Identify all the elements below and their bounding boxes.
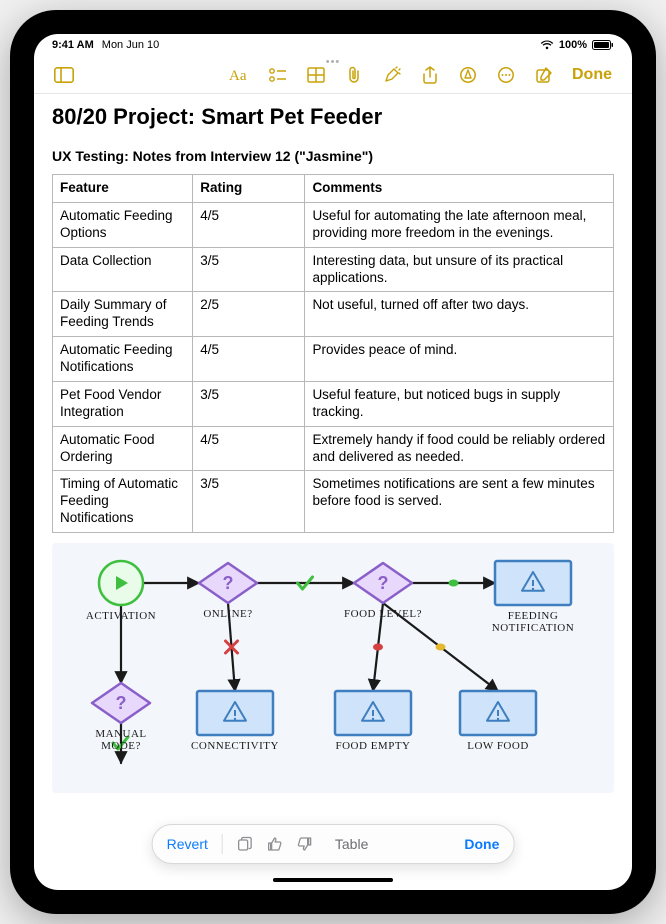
svg-text:FOOD EMPTY: FOOD EMPTY bbox=[336, 740, 411, 752]
table-row[interactable]: Timing of Automatic Feeding Notification… bbox=[53, 471, 614, 533]
status-date: Mon Jun 10 bbox=[102, 39, 159, 51]
multitask-grabber[interactable]: ••• bbox=[326, 56, 341, 68]
svg-text:ACTIVATION: ACTIVATION bbox=[86, 610, 156, 622]
pen-ai-icon[interactable] bbox=[376, 59, 408, 91]
thumbs-up-icon[interactable] bbox=[267, 836, 283, 852]
table-cell[interactable]: Interesting data, but unsure of its prac… bbox=[305, 247, 614, 292]
markup-icon[interactable] bbox=[452, 59, 484, 91]
status-battery-pct: 100% bbox=[559, 39, 587, 51]
svg-text:MODE?: MODE? bbox=[101, 740, 141, 752]
ai-suggestion-bar: Revert Table Done bbox=[152, 824, 515, 864]
table-cell[interactable]: Automatic Feeding Notifications bbox=[53, 337, 193, 382]
note-subtitle: UX Testing: Notes from Interview 12 ("Ja… bbox=[52, 148, 614, 164]
table-cell[interactable]: Pet Food Vendor Integration bbox=[53, 381, 193, 426]
note-content[interactable]: 80/20 Project: Smart Pet Feeder UX Testi… bbox=[34, 94, 632, 890]
thumbs-down-icon[interactable] bbox=[297, 836, 313, 852]
table-cell[interactable]: Useful feature, but noticed bugs in supp… bbox=[305, 381, 614, 426]
table-cell[interactable]: 4/5 bbox=[193, 202, 305, 247]
svg-text:MANUAL: MANUAL bbox=[95, 728, 146, 740]
col-feature: Feature bbox=[53, 175, 193, 203]
checklist-icon[interactable] bbox=[262, 59, 294, 91]
compose-icon[interactable] bbox=[528, 59, 560, 91]
table-cell[interactable]: Automatic Feeding Options bbox=[53, 202, 193, 247]
format-icon[interactable]: Aa bbox=[224, 59, 256, 91]
svg-text:?: ? bbox=[378, 573, 389, 593]
table-row[interactable]: Pet Food Vendor Integration3/5Useful fea… bbox=[53, 381, 614, 426]
table-cell[interactable]: 3/5 bbox=[193, 381, 305, 426]
table-cell[interactable]: Data Collection bbox=[53, 247, 193, 292]
table-cell[interactable]: 3/5 bbox=[193, 247, 305, 292]
ipad-frame: 9:41 AM Mon Jun 10 100% ••• Aa bbox=[10, 10, 656, 914]
table-cell[interactable]: Provides peace of mind. bbox=[305, 337, 614, 382]
table-row[interactable]: Automatic Feeding Notifications4/5Provid… bbox=[53, 337, 614, 382]
table-cell[interactable]: Daily Summary of Feeding Trends bbox=[53, 292, 193, 337]
feedback-table[interactable]: Feature Rating Comments Automatic Feedin… bbox=[52, 174, 614, 533]
sidebar-toggle-icon[interactable] bbox=[48, 59, 80, 91]
copy-icon[interactable] bbox=[237, 836, 253, 852]
table-header-row: Feature Rating Comments bbox=[53, 175, 614, 203]
svg-text:NOTIFICATION: NOTIFICATION bbox=[492, 622, 574, 634]
svg-text:ONLINE?: ONLINE? bbox=[203, 608, 252, 620]
col-comments: Comments bbox=[305, 175, 614, 203]
table-cell[interactable]: Useful for automating the late afternoon… bbox=[305, 202, 614, 247]
table-row[interactable]: Data Collection3/5Interesting data, but … bbox=[53, 247, 614, 292]
table-row[interactable]: Automatic Feeding Options4/5Useful for a… bbox=[53, 202, 614, 247]
svg-text:Aa: Aa bbox=[229, 68, 247, 83]
table-cell[interactable]: Automatic Food Ordering bbox=[53, 426, 193, 471]
done-button[interactable]: Done bbox=[566, 66, 618, 84]
ai-done-button[interactable]: Done bbox=[464, 836, 499, 852]
attach-icon[interactable] bbox=[338, 59, 370, 91]
table-cell[interactable]: Timing of Automatic Feeding Notification… bbox=[53, 471, 193, 533]
svg-text:CONNECTIVITY: CONNECTIVITY bbox=[191, 740, 279, 752]
revert-button[interactable]: Revert bbox=[167, 836, 208, 852]
flowchart-sketch[interactable]: ACTIVATION? ONLINE?? FOOD LEVEL? FEEDINGNOT… bbox=[52, 543, 614, 793]
separator bbox=[222, 834, 223, 854]
status-bar: 9:41 AM Mon Jun 10 100% bbox=[34, 34, 632, 56]
table-cell[interactable]: Extremely handy if food could be reliabl… bbox=[305, 426, 614, 471]
wifi-icon bbox=[540, 40, 554, 50]
share-icon[interactable] bbox=[414, 59, 446, 91]
table-cell[interactable]: Not useful, turned off after two days. bbox=[305, 292, 614, 337]
table-cell[interactable]: Sometimes notifications are sent a few m… bbox=[305, 471, 614, 533]
ai-label: Table bbox=[327, 836, 376, 852]
table-row[interactable]: Automatic Food Ordering4/5Extremely hand… bbox=[53, 426, 614, 471]
table-cell[interactable]: 3/5 bbox=[193, 471, 305, 533]
svg-text:FEEDING: FEEDING bbox=[508, 610, 559, 622]
table-cell[interactable]: 4/5 bbox=[193, 426, 305, 471]
note-title: 80/20 Project: Smart Pet Feeder bbox=[52, 104, 614, 130]
status-time: 9:41 AM bbox=[52, 39, 94, 51]
svg-text:FOOD LEVEL?: FOOD LEVEL? bbox=[344, 608, 422, 620]
svg-text:?: ? bbox=[116, 693, 127, 713]
table-cell[interactable]: 2/5 bbox=[193, 292, 305, 337]
svg-text:?: ? bbox=[223, 573, 234, 593]
home-indicator[interactable] bbox=[273, 878, 393, 882]
battery-icon bbox=[592, 40, 614, 50]
more-icon[interactable] bbox=[490, 59, 522, 91]
svg-text:LOW FOOD: LOW FOOD bbox=[467, 740, 529, 752]
table-cell[interactable]: 4/5 bbox=[193, 337, 305, 382]
col-rating: Rating bbox=[193, 175, 305, 203]
table-row[interactable]: Daily Summary of Feeding Trends2/5Not us… bbox=[53, 292, 614, 337]
screen: 9:41 AM Mon Jun 10 100% ••• Aa bbox=[34, 34, 632, 890]
